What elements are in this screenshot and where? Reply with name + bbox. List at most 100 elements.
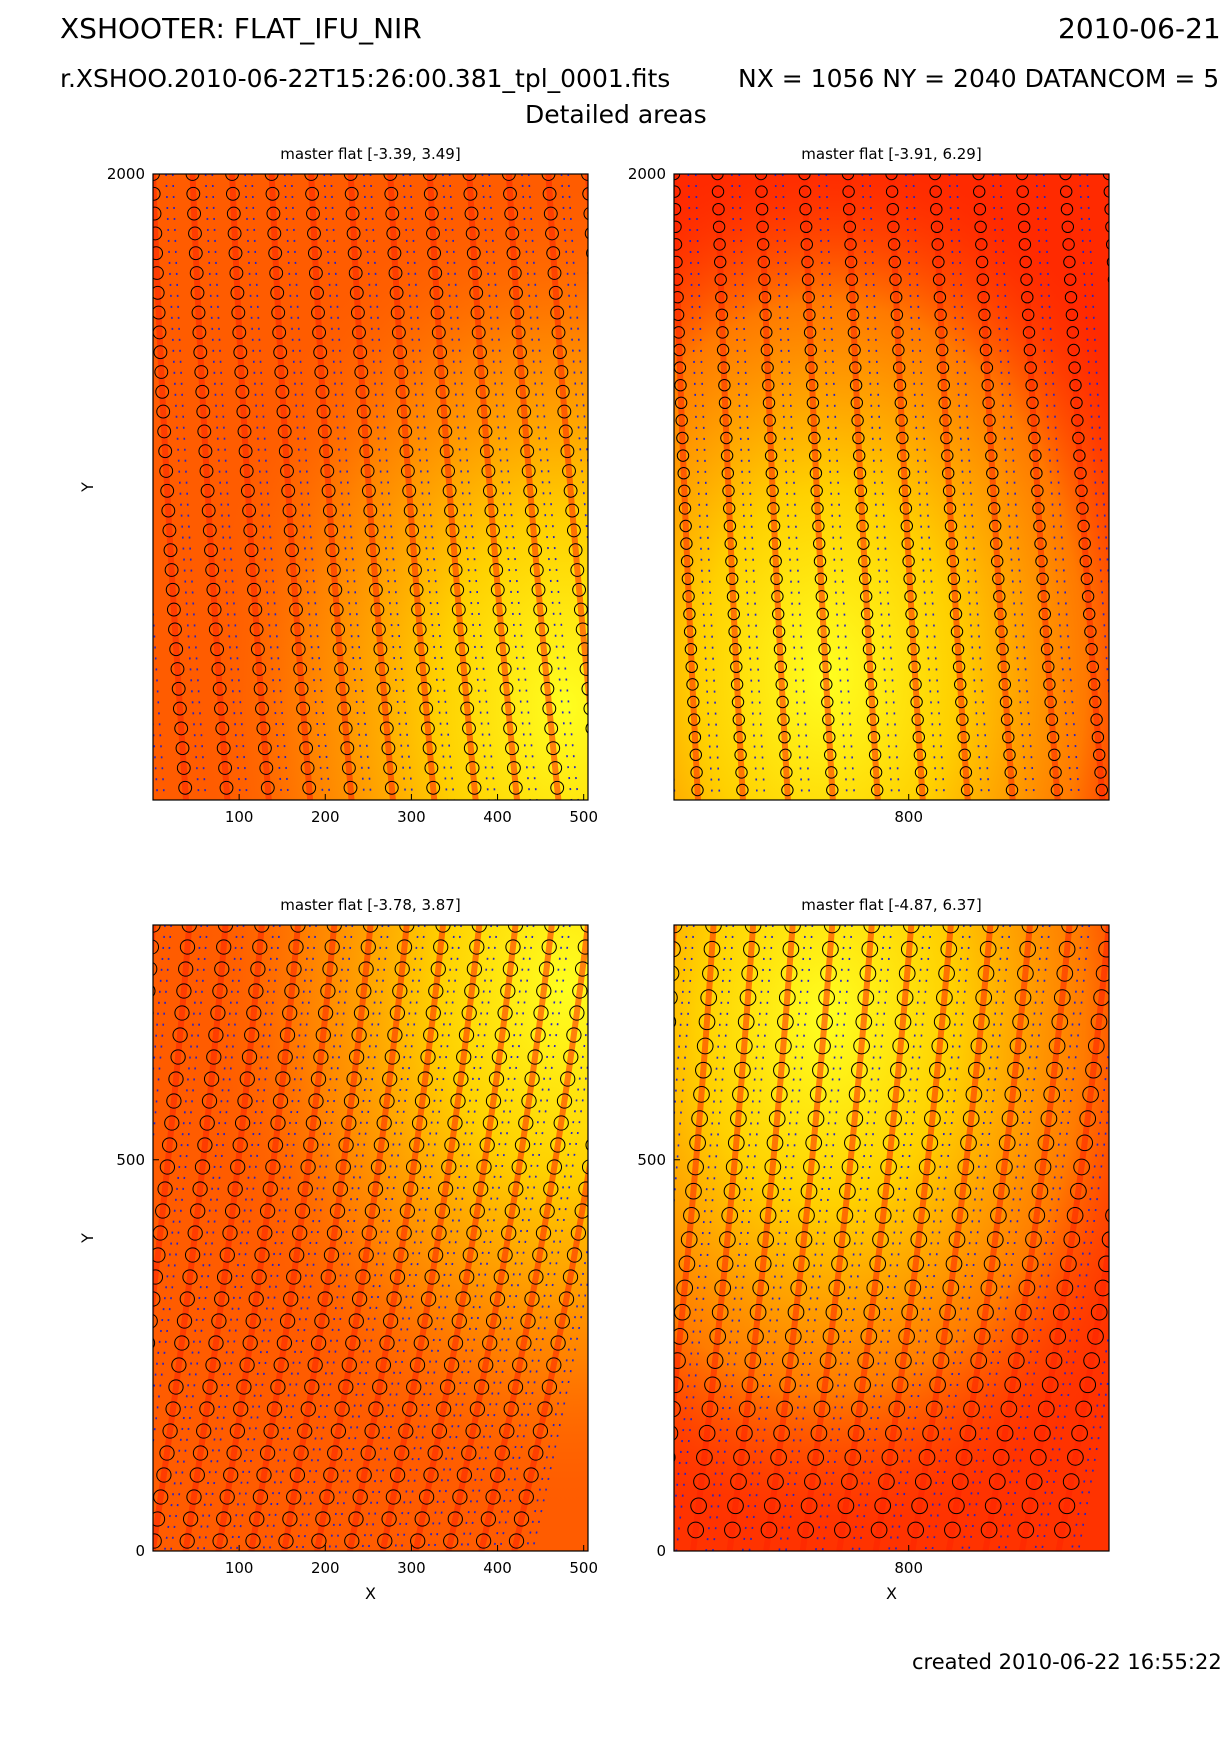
order-marker [691, 1110, 708, 1127]
trace-dots [402, 174, 449, 800]
order-marker [275, 1071, 291, 1087]
order-marker [674, 396, 688, 410]
order-marker [771, 590, 784, 603]
order-marker [1183, 749, 1194, 760]
order-marker [1186, 784, 1197, 795]
order-marker [170, 1049, 186, 1065]
order-marker [118, 445, 131, 458]
order-marker [608, 524, 621, 537]
order-marker [176, 761, 191, 775]
order-marker [635, 366, 648, 379]
order-marker [302, 780, 317, 795]
order-marker [900, 940, 918, 958]
order-marker [732, 1086, 749, 1103]
order-marker [757, 1231, 775, 1248]
order-marker [803, 308, 816, 322]
order-marker [730, 660, 743, 674]
order-trace [466, 174, 521, 800]
order-marker [276, 404, 291, 419]
order-marker [518, 1115, 534, 1131]
order-marker [814, 572, 828, 586]
order-marker [424, 206, 439, 221]
order-trace [505, 174, 562, 800]
trace-dots [204, 174, 242, 800]
order-marker [581, 681, 588, 696]
order-marker [773, 1424, 790, 1442]
order-marker [378, 701, 393, 716]
order-marker [398, 424, 413, 439]
order-marker [938, 965, 955, 982]
order-trace [1019, 174, 1061, 800]
order-marker [892, 1037, 910, 1055]
order-marker [627, 239, 638, 250]
order-marker [226, 1445, 242, 1461]
order-trace [932, 174, 971, 800]
order-marker [1028, 431, 1041, 445]
order-marker [541, 174, 556, 181]
order-marker [787, 1303, 805, 1321]
order-marker [639, 608, 650, 619]
order-marker [622, 1450, 638, 1466]
order-marker [764, 431, 777, 445]
order-marker [377, 1533, 393, 1549]
order-marker [431, 1423, 448, 1439]
order-marker [533, 1005, 549, 1021]
order-marker [896, 449, 910, 462]
order-marker [216, 939, 232, 955]
order-marker [816, 607, 829, 621]
order-marker [775, 1037, 792, 1055]
order-marker [353, 1005, 370, 1021]
order-marker [766, 484, 779, 498]
order-marker [958, 748, 971, 762]
order-marker [273, 345, 288, 360]
order-marker [703, 940, 721, 958]
order-marker [420, 1049, 436, 1065]
order-marker [320, 983, 336, 999]
order-marker [1137, 731, 1148, 742]
trace-dots [597, 925, 648, 1551]
order-trace [153, 925, 193, 1323]
order-marker [704, 1376, 721, 1394]
order-marker [804, 343, 818, 357]
order-marker [451, 1313, 467, 1329]
order-marker [558, 424, 573, 439]
order-marker [153, 985, 156, 997]
order-marker [889, 273, 902, 286]
order-marker [153, 1009, 154, 1017]
order-marker [497, 1247, 513, 1263]
order-marker [851, 414, 864, 427]
order-marker [189, 1467, 205, 1483]
order-marker [578, 1181, 588, 1197]
order-marker [468, 266, 482, 280]
order-marker [987, 502, 1001, 515]
page-subtitle: Detailed areas [525, 100, 707, 129]
order-marker [199, 1401, 215, 1417]
order-marker [1034, 537, 1047, 550]
order-marker [281, 483, 296, 498]
order-marker [716, 343, 730, 357]
order-marker [390, 305, 405, 320]
order-marker [161, 503, 176, 518]
order-marker [959, 1424, 977, 1442]
order-marker [90, 1160, 104, 1174]
order-marker [494, 1445, 510, 1461]
order-marker [1157, 362, 1168, 373]
order-marker [156, 1467, 172, 1483]
order-marker [754, 1255, 772, 1273]
order-marker [244, 1027, 260, 1043]
order-marker [817, 625, 830, 638]
order-marker [236, 1379, 252, 1395]
order-marker [909, 678, 922, 691]
order-marker [153, 305, 166, 320]
image-dimensions: NX = 1056 NY = 2040 DATANCOM = 5 [738, 64, 1220, 93]
order-marker [247, 582, 261, 597]
order-marker [134, 722, 147, 735]
order-marker [310, 1335, 327, 1351]
order-trace [379, 925, 483, 1551]
order-marker [310, 1071, 327, 1087]
order-marker [924, 1110, 941, 1127]
order-marker [109, 227, 122, 240]
order-marker [277, 424, 292, 439]
order-marker [674, 238, 683, 251]
order-marker [514, 365, 529, 379]
